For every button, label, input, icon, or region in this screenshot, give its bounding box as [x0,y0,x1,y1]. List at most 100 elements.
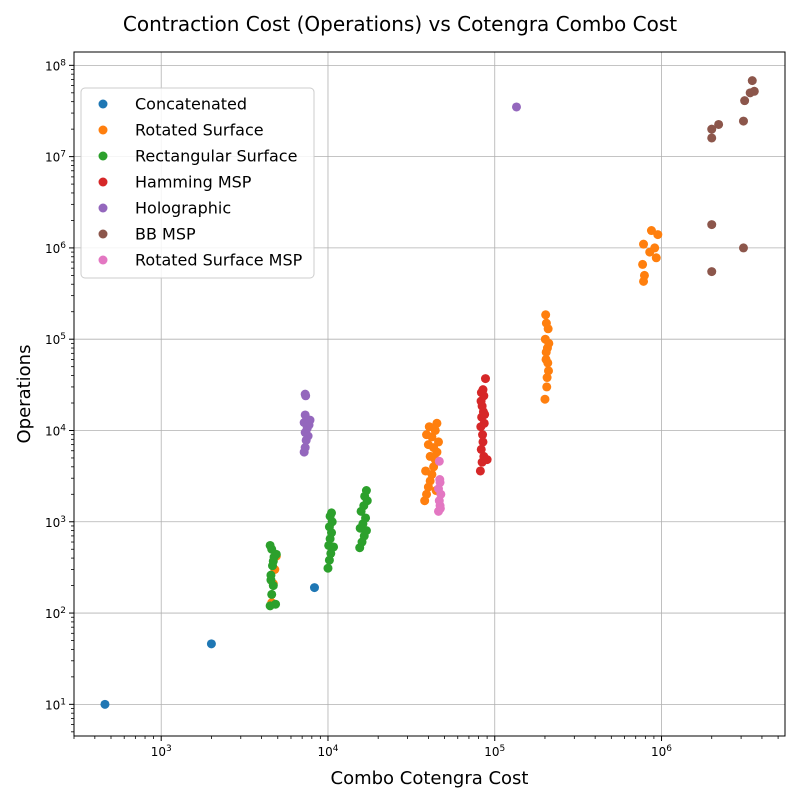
data-point [266,575,276,585]
data-point [480,374,490,384]
data-point [707,133,717,143]
series-hamming-msp [475,374,492,476]
x-tick-label: 106 [651,744,672,759]
data-point [482,455,492,465]
legend-marker [98,177,108,187]
data-point [714,119,724,129]
data-point [650,243,660,253]
legend-label: BB MSP [135,225,196,244]
data-point [361,513,371,523]
x-tick-label: 103 [151,744,172,759]
data-point [327,508,337,518]
legend-marker [98,151,108,161]
data-point [323,563,333,573]
y-tick-label: 101 [45,697,66,712]
data-point [738,243,748,253]
y-tick-label: 105 [45,332,66,347]
data-point [639,239,649,249]
series-holographic [299,102,521,457]
series-rotated-surface-msp [434,456,446,516]
data-point [541,347,551,357]
plot-area-frame [73,51,786,737]
data-point [434,456,444,466]
series-concatenated [100,583,319,709]
data-point [300,410,310,420]
data-point [707,220,717,230]
data-point [653,230,663,240]
data-point [478,437,488,447]
legend: Concatenated Rotated Surface Rectangular S… [80,87,315,279]
data-point [542,373,552,383]
data-point [361,486,371,496]
data-point [300,443,310,453]
legend-label: Rotated Surface [135,121,264,140]
data-point [267,589,277,599]
legend-marker [98,229,108,239]
data-point [434,437,444,447]
data-point [478,385,488,395]
data-point [480,409,490,419]
data-point [324,555,334,565]
data-point [268,556,278,566]
y-tick-label: 106 [45,241,66,256]
legend-marker [98,125,108,135]
series-bb-msp [707,76,759,277]
y-tick-label: 107 [45,150,66,165]
legend-marker [98,255,108,265]
chart-title: Contraction Cost (Operations) vs Cotengr… [123,12,677,36]
y-tick-label: 102 [45,606,66,621]
data-point [543,366,553,376]
grid-lines [74,52,785,736]
data-point [424,422,434,432]
y-tick-label: 108 [45,58,66,73]
data-point [651,253,661,263]
data-points [100,76,759,709]
data-point [100,699,110,709]
data-point [738,116,748,126]
data-point [309,583,319,593]
data-point [638,259,648,269]
data-point [435,475,445,485]
data-point [206,639,216,649]
data-point [749,86,759,96]
data-point [435,503,445,513]
data-point [541,310,551,320]
data-point [740,96,750,106]
data-point [747,76,757,86]
data-point [422,489,432,499]
series-rectangular-surface [265,486,372,611]
legend-label: Holographic [135,199,231,218]
data-point [544,338,554,348]
x-tick-label: 105 [484,744,505,759]
data-point [478,430,488,440]
data-point [475,466,485,476]
data-point [271,599,281,609]
data-point [421,466,431,476]
y-axis-label: Operations [14,345,35,444]
legend-label: Rotated Surface MSP [135,251,303,270]
data-point [355,523,365,533]
y-tick-label: 103 [45,515,66,530]
legend-label: Rectangular Surface [135,147,297,166]
legend-box [80,87,315,279]
legend-label: Hamming MSP [135,173,252,192]
data-point [425,451,435,461]
x-axis-label: Combo Cotengra Cost [331,768,529,789]
data-point [271,549,281,559]
data-point [542,382,552,392]
data-point [540,394,550,404]
data-point [329,542,339,552]
data-point [707,267,717,277]
legend-marker [98,99,108,109]
data-point [707,124,717,134]
data-point [432,418,442,428]
data-point [639,270,649,280]
axis-ticks: 103 104 105 106 101 102 103 104 105 106 107 108 [45,58,779,759]
data-point [265,540,275,550]
legend-marker [98,203,108,213]
x-tick-label: 104 [317,744,338,759]
data-point [511,102,521,112]
legend-label: Concatenated [135,95,247,114]
data-point [543,358,553,368]
